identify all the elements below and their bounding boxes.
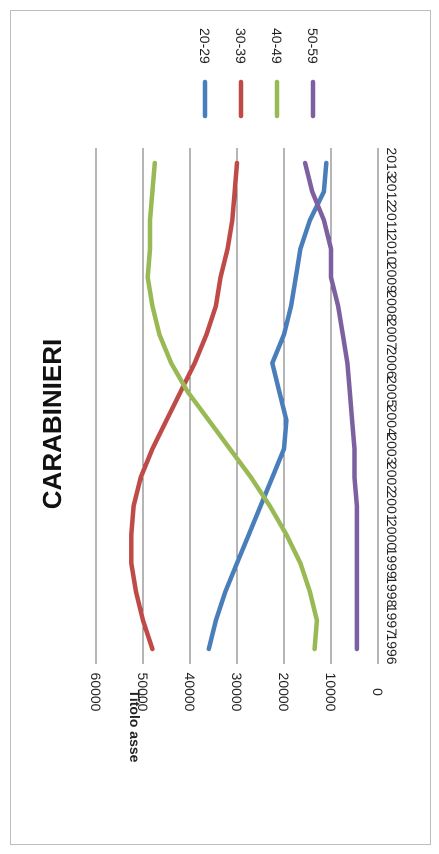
x-tick-label: 2006 (384, 348, 400, 379)
y-tick-label: 0 (370, 688, 386, 696)
legend-label-20-29: 20-29 (197, 28, 213, 64)
chart-frame (10, 10, 431, 845)
y-tick-label: 50000 (135, 673, 151, 712)
legend-label-30-39: 30-39 (233, 28, 249, 64)
series-line-30-39 (129, 160, 240, 652)
series-line-40-49 (145, 160, 320, 652)
chart-title: CARABINIERI (37, 339, 67, 509)
x-tick-label: 1997 (384, 605, 400, 636)
y-tick-label: 20000 (276, 673, 292, 712)
x-tick-label: 2009 (384, 262, 400, 293)
x-tick-label: 2013 (384, 147, 400, 178)
legend-label-50-59: 50-59 (305, 28, 321, 64)
y-tick-label: 40000 (182, 673, 198, 712)
y-tick-label: 30000 (229, 673, 245, 712)
x-tick-label: 2000 (384, 519, 400, 550)
x-tick-label: 2012 (384, 176, 400, 207)
y-tick-label: 60000 (88, 673, 104, 712)
legend-label-40-49: 40-49 (269, 28, 285, 64)
x-tick-label: 2007 (384, 319, 400, 350)
x-tick-label: 2005 (384, 376, 400, 407)
x-tick-label: 2002 (384, 462, 400, 493)
series-line-50-59 (302, 160, 360, 652)
x-tick-label: 1996 (384, 633, 400, 664)
x-tick-label: 1998 (384, 576, 400, 607)
x-tick-label: 2004 (384, 405, 400, 436)
y-axis-title: Titolo asse (127, 690, 143, 763)
series-line-20-29 (206, 160, 329, 652)
x-tick-label: 2010 (384, 233, 400, 264)
x-tick-label: 2008 (384, 290, 400, 321)
x-tick-label: 2011 (384, 205, 400, 235)
x-tick-label: 2003 (384, 433, 400, 464)
x-tick-label: 2001 (384, 491, 400, 522)
x-tick-label: 1999 (384, 548, 400, 579)
y-tick-label: 10000 (323, 673, 339, 712)
